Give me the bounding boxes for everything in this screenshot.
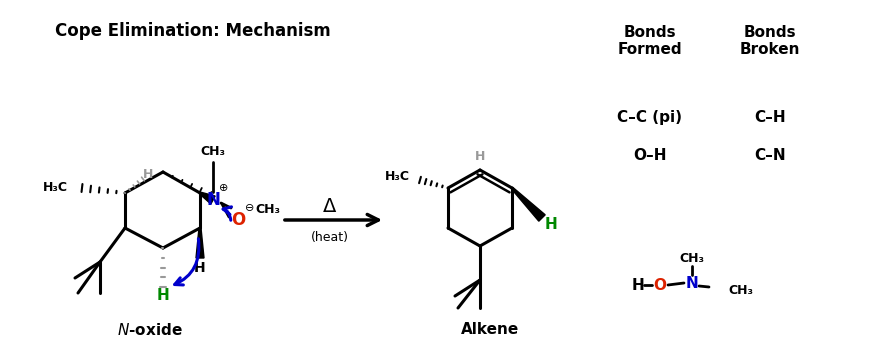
Text: CH₃: CH₃ bbox=[254, 203, 280, 217]
Text: H: H bbox=[474, 150, 485, 164]
Text: H₃C: H₃C bbox=[384, 170, 410, 184]
Text: Δ: Δ bbox=[323, 198, 336, 217]
Text: H₃C: H₃C bbox=[43, 182, 68, 194]
Text: CH₃: CH₃ bbox=[200, 145, 225, 159]
Text: Bonds
Broken: Bonds Broken bbox=[739, 25, 799, 57]
Text: CH₃: CH₃ bbox=[679, 252, 703, 265]
Text: $\it{N}$-oxide: $\it{N}$-oxide bbox=[117, 322, 182, 338]
Text: (heat): (heat) bbox=[310, 232, 348, 245]
Text: Alkene: Alkene bbox=[460, 323, 518, 338]
Polygon shape bbox=[510, 187, 545, 221]
Text: O: O bbox=[231, 211, 245, 229]
Text: H: H bbox=[194, 261, 205, 275]
Text: O: O bbox=[652, 277, 666, 292]
Text: H: H bbox=[544, 218, 557, 232]
Text: Cope Elimination: Mechanism: Cope Elimination: Mechanism bbox=[55, 22, 331, 40]
Text: N: N bbox=[206, 191, 219, 209]
Text: C–C (pi): C–C (pi) bbox=[617, 110, 681, 125]
Text: H: H bbox=[631, 277, 644, 292]
Text: H: H bbox=[143, 169, 153, 182]
Polygon shape bbox=[196, 228, 203, 258]
Polygon shape bbox=[199, 192, 215, 204]
Text: H: H bbox=[156, 287, 169, 303]
Text: ⊖: ⊖ bbox=[245, 203, 254, 213]
Text: C–N: C–N bbox=[753, 148, 785, 163]
Text: N: N bbox=[685, 276, 697, 290]
Text: C–H: C–H bbox=[753, 110, 785, 125]
Text: O–H: O–H bbox=[632, 148, 666, 163]
Text: ⊕: ⊕ bbox=[219, 183, 228, 193]
Text: CH₃: CH₃ bbox=[727, 284, 752, 296]
Text: Bonds
Formed: Bonds Formed bbox=[617, 25, 681, 57]
